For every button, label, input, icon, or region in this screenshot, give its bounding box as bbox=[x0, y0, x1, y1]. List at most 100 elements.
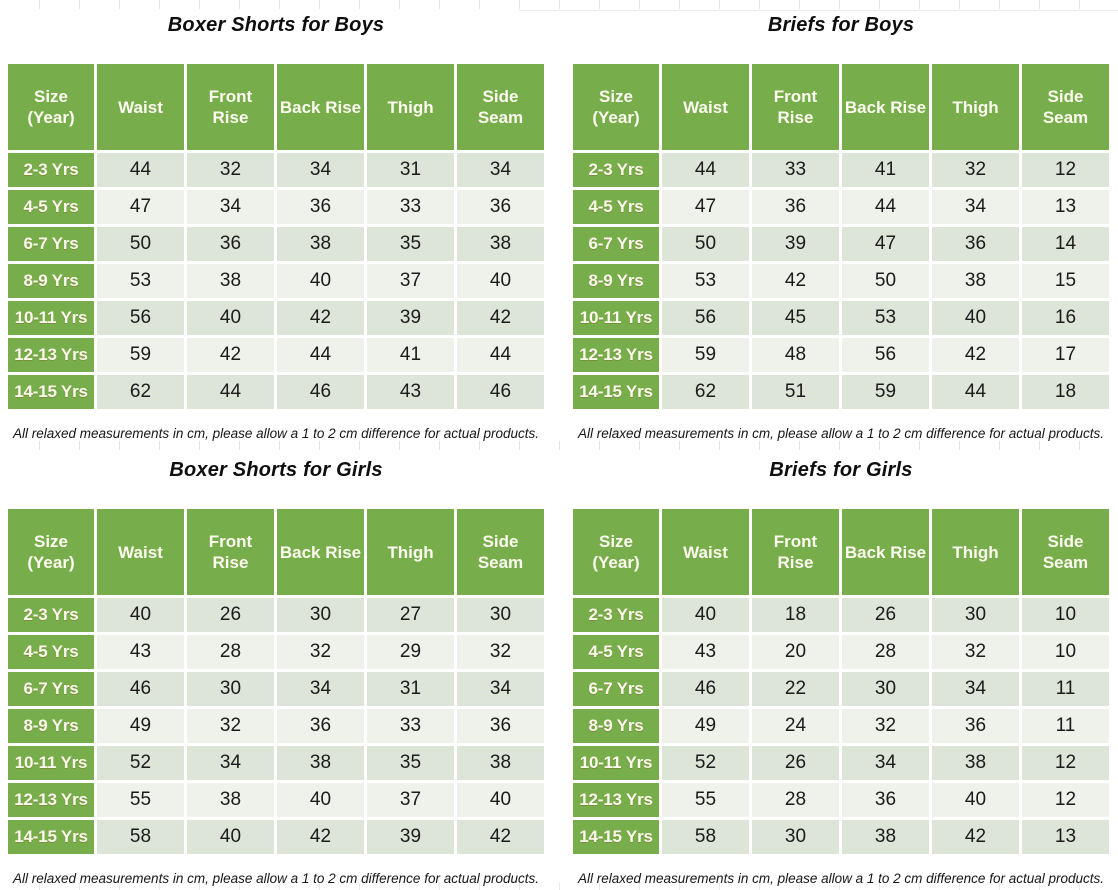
measurement-cell: 41 bbox=[367, 338, 454, 372]
table-row: 14-15 Yrs 62 44 46 43 46 bbox=[8, 375, 544, 409]
measurement-cell: 38 bbox=[277, 746, 364, 780]
column-header-line: Back Rise bbox=[844, 542, 927, 562]
table-row: 8-9 Yrs 49 32 36 33 36 bbox=[8, 709, 544, 743]
measurement-cell: 56 bbox=[842, 338, 929, 372]
size-row-label: 12-13 Yrs bbox=[8, 338, 94, 372]
column-header-line: Seam bbox=[477, 553, 524, 572]
table-row: 14-15 Yrs 62 51 59 44 18 bbox=[573, 375, 1109, 409]
column-header: Waist bbox=[662, 509, 749, 595]
column-header-line: Front bbox=[208, 532, 253, 551]
measurement-cell: 56 bbox=[97, 301, 184, 335]
table-row: 10-11 Yrs 56 45 53 40 16 bbox=[573, 301, 1109, 335]
table-row: 10-11 Yrs 56 40 42 39 42 bbox=[8, 301, 544, 335]
table-row: 12-13 Yrs 55 38 40 37 40 bbox=[8, 783, 544, 817]
measurement-cell: 40 bbox=[932, 783, 1019, 817]
measurement-cell: 59 bbox=[97, 338, 184, 372]
measurement-cell: 34 bbox=[932, 190, 1019, 224]
measurement-footnote: All relaxed measurements in cm, please a… bbox=[578, 871, 1104, 886]
measurement-cell: 33 bbox=[367, 709, 454, 743]
measurement-cell: 38 bbox=[187, 264, 274, 298]
measurement-cell: 30 bbox=[187, 672, 274, 706]
column-header: Thigh bbox=[932, 64, 1019, 150]
measurement-cell: 56 bbox=[662, 301, 749, 335]
measurement-cell: 32 bbox=[187, 153, 274, 187]
measurement-cell: 43 bbox=[97, 635, 184, 669]
measurement-cell: 36 bbox=[457, 190, 544, 224]
measurement-cell: 12 bbox=[1022, 153, 1109, 187]
column-header-line: Side bbox=[482, 532, 519, 551]
size-row-label: 6-7 Yrs bbox=[8, 227, 94, 261]
measurement-cell: 26 bbox=[187, 598, 274, 632]
measurement-cell: 62 bbox=[662, 375, 749, 409]
size-row-label: 14-15 Yrs bbox=[573, 820, 659, 854]
size-chart-table: Size (Year) Waist Front Rise Back Rise Thigh Si… bbox=[570, 506, 1112, 857]
column-header: Size (Year) bbox=[8, 64, 94, 150]
measurement-cell: 12 bbox=[1022, 783, 1109, 817]
measurement-cell: 34 bbox=[932, 672, 1019, 706]
measurement-cell: 34 bbox=[277, 672, 364, 706]
measurement-cell: 40 bbox=[187, 820, 274, 854]
table-title: Briefs for Girls bbox=[769, 459, 913, 481]
measurement-cell: 34 bbox=[277, 153, 364, 187]
measurement-cell: 26 bbox=[842, 598, 929, 632]
column-header: Back Rise bbox=[842, 509, 929, 595]
measurement-cell: 42 bbox=[187, 338, 274, 372]
column-header-line: Waist bbox=[683, 542, 728, 562]
measurement-cell: 38 bbox=[842, 820, 929, 854]
measurement-cell: 32 bbox=[187, 709, 274, 743]
column-header: Waist bbox=[97, 64, 184, 150]
measurement-cell: 32 bbox=[932, 635, 1019, 669]
section-briefs-girls: Briefs for Girls Size (Year) Waist Front Ris… bbox=[559, 445, 1118, 890]
measurement-cell: 37 bbox=[367, 264, 454, 298]
column-header: Thigh bbox=[367, 64, 454, 150]
column-header-line: Size bbox=[33, 532, 69, 551]
column-header-line: Side bbox=[1047, 532, 1084, 551]
size-row-label: 10-11 Yrs bbox=[573, 746, 659, 780]
measurement-cell: 40 bbox=[97, 598, 184, 632]
measurement-cell: 29 bbox=[367, 635, 454, 669]
measurement-cell: 40 bbox=[457, 783, 544, 817]
size-row-label: 14-15 Yrs bbox=[8, 820, 94, 854]
size-row-label: 6-7 Yrs bbox=[8, 672, 94, 706]
gridline-ticks-top bbox=[0, 0, 1118, 9]
measurement-cell: 32 bbox=[277, 635, 364, 669]
measurement-cell: 46 bbox=[662, 672, 749, 706]
size-row-label: 10-11 Yrs bbox=[8, 301, 94, 335]
table-row: 8-9 Yrs 53 42 50 38 15 bbox=[573, 264, 1109, 298]
size-row-label: 2-3 Yrs bbox=[8, 598, 94, 632]
column-header-line: Rise bbox=[212, 553, 249, 572]
size-chart-table: Size (Year) Waist Front Rise Back Rise Thigh Si… bbox=[5, 61, 547, 412]
measurement-cell: 36 bbox=[457, 709, 544, 743]
measurement-cell: 52 bbox=[97, 746, 184, 780]
measurement-cell: 44 bbox=[277, 338, 364, 372]
table-row: 4-5 Yrs 43 20 28 32 10 bbox=[573, 635, 1109, 669]
measurement-cell: 42 bbox=[457, 820, 544, 854]
measurement-cell: 36 bbox=[842, 783, 929, 817]
measurement-cell: 40 bbox=[187, 301, 274, 335]
measurement-cell: 58 bbox=[662, 820, 749, 854]
measurement-cell: 18 bbox=[752, 598, 839, 632]
measurement-cell: 36 bbox=[932, 709, 1019, 743]
measurement-cell: 30 bbox=[752, 820, 839, 854]
measurement-cell: 28 bbox=[187, 635, 274, 669]
column-header-line: Back Rise bbox=[279, 97, 362, 117]
section-boxer-shorts-boys: Boxer Shorts for Boys Size (Year) Waist Fro… bbox=[0, 0, 559, 445]
size-row-label: 2-3 Yrs bbox=[8, 153, 94, 187]
column-header-line: Thigh bbox=[387, 542, 434, 562]
measurement-cell: 40 bbox=[457, 264, 544, 298]
measurement-cell: 27 bbox=[367, 598, 454, 632]
measurement-cell: 39 bbox=[367, 301, 454, 335]
column-header-line: (Year) bbox=[27, 108, 75, 127]
table-row: 2-3 Yrs 40 18 26 30 10 bbox=[573, 598, 1109, 632]
column-header: Waist bbox=[662, 64, 749, 150]
measurement-footnote: All relaxed measurements in cm, please a… bbox=[13, 871, 539, 886]
column-header-line: Side bbox=[1047, 87, 1084, 106]
column-header-line: Size bbox=[598, 87, 634, 106]
measurement-cell: 28 bbox=[752, 783, 839, 817]
table-row: 14-15 Yrs 58 40 42 39 42 bbox=[8, 820, 544, 854]
measurement-cell: 37 bbox=[367, 783, 454, 817]
column-header-line: Side bbox=[482, 87, 519, 106]
measurement-cell: 16 bbox=[1022, 301, 1109, 335]
measurement-cell: 39 bbox=[367, 820, 454, 854]
